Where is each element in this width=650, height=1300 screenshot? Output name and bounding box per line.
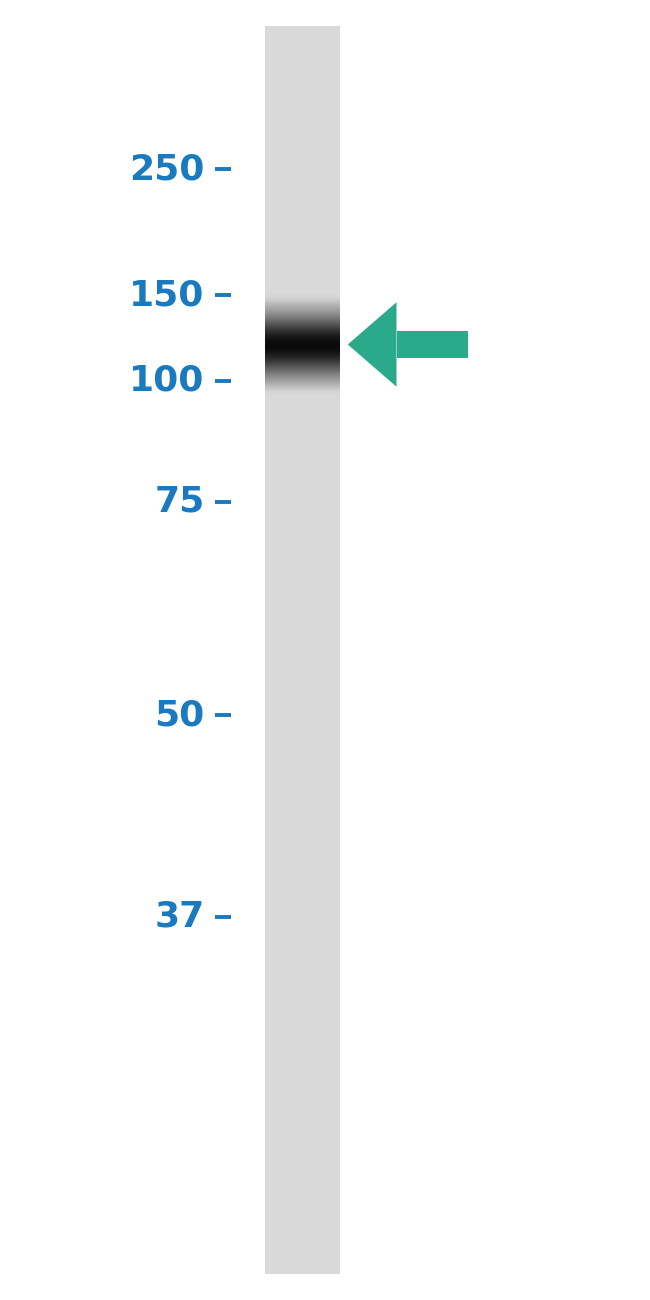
Text: 150: 150 — [129, 278, 205, 312]
Bar — [265, 26, 339, 1274]
Text: 75: 75 — [155, 485, 205, 519]
Text: 37: 37 — [155, 900, 205, 933]
Polygon shape — [348, 303, 396, 387]
Text: 250: 250 — [129, 152, 205, 186]
Bar — [396, 332, 468, 358]
Text: 100: 100 — [129, 364, 205, 398]
Text: 50: 50 — [155, 698, 205, 732]
